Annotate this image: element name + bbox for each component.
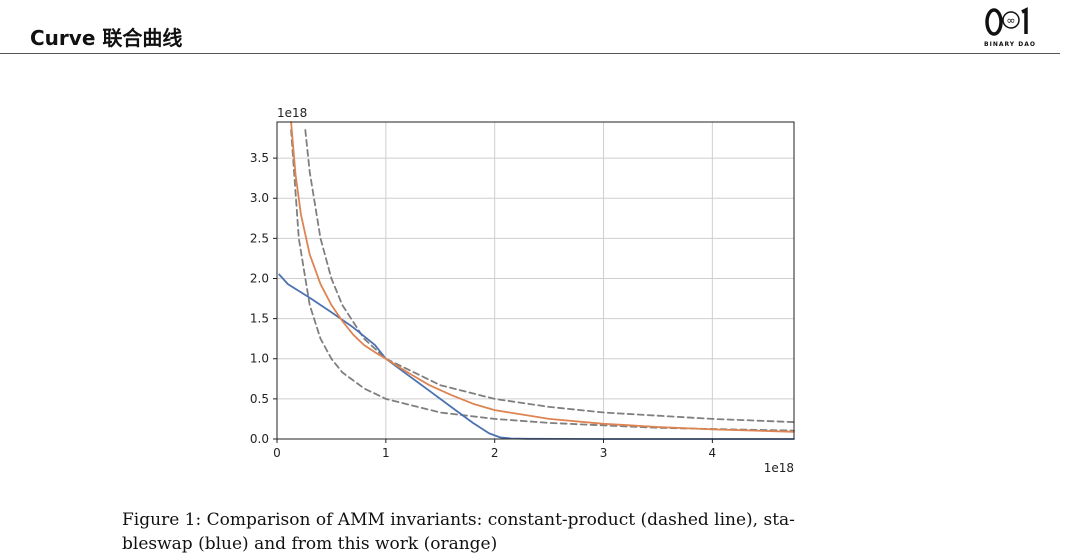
y-tick-label: 0.0 <box>250 432 269 446</box>
y-tick-label: 3.5 <box>250 151 269 165</box>
x-tick-label: 3 <box>600 446 608 460</box>
logo-text: BINARY DAO <box>984 41 1036 48</box>
chart-series-group <box>278 121 795 440</box>
chart-grid <box>276 122 794 440</box>
caption-line-1: Figure 1: Comparison of AMM invariants: … <box>122 510 795 530</box>
y-tick-label: 3.0 <box>250 191 269 205</box>
y-tick-label: 1.0 <box>250 352 269 366</box>
x-tick-label: 2 <box>491 446 499 460</box>
binary-dao-logo: ∞ BINARY DAO <box>978 4 1042 50</box>
x-tick-label: 4 <box>709 446 717 460</box>
amm-invariants-chart: 0 1 2 3 4 0.0 0.5 1.0 1.5 2.0 2.5 3.0 3.5 1e18 1e18 <box>250 106 795 475</box>
y-tick-label: 2.0 <box>250 271 269 285</box>
x-offset-label: 1e18 <box>764 461 794 475</box>
svg-text:∞: ∞ <box>1006 14 1015 27</box>
dashed-series-line-0 <box>290 129 795 432</box>
solid-series-line-3 <box>290 121 795 433</box>
y-tick-label: 1.5 <box>250 312 269 326</box>
y-tick-label: 2.5 <box>250 231 269 245</box>
x-tick-label: 1 <box>382 446 390 460</box>
dashed-series-line-1 <box>304 129 795 423</box>
y-offset-label: 1e18 <box>277 106 307 120</box>
plot-frame <box>276 121 795 440</box>
chart-ticks: 0 1 2 3 4 0.0 0.5 1.0 1.5 2.0 2.5 3.0 3.5 <box>250 151 716 460</box>
solid-series-line-2 <box>278 273 795 440</box>
logo-mark-icon: ∞ <box>985 7 1028 36</box>
x-tick-label: 0 <box>273 446 281 460</box>
figure-caption: Figure 1: Comparison of AMM invariants: … <box>122 508 962 556</box>
header-divider <box>0 53 1060 54</box>
caption-line-2: bleswap (blue) and from this work (orang… <box>122 534 498 554</box>
y-tick-label: 0.5 <box>250 392 269 406</box>
page-title: Curve 联合曲线 <box>30 26 183 50</box>
